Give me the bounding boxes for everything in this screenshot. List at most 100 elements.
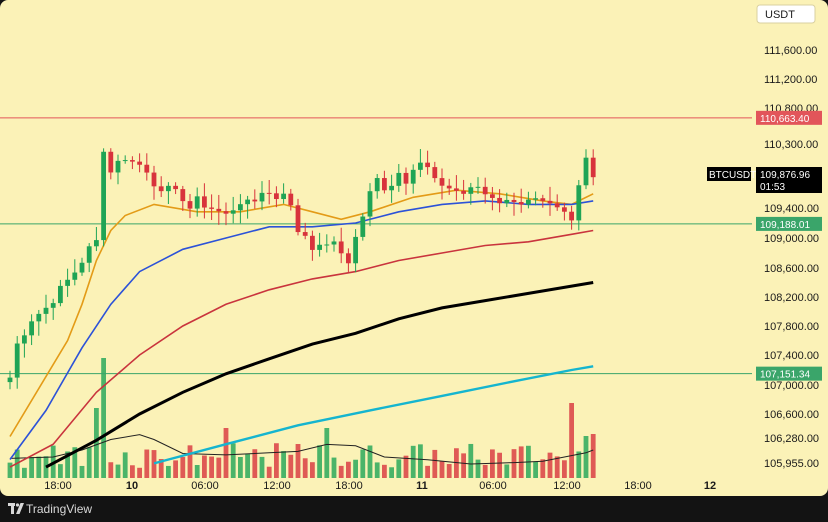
candle-body [353, 236, 358, 264]
volume-bar [511, 449, 517, 478]
candle-body [223, 211, 229, 214]
volume-bar [173, 460, 178, 478]
volume-bar [317, 445, 322, 478]
price-tick-label: 109,000.00 [764, 233, 819, 245]
price-axis[interactable]: 111,600.00111,200.00110,800.00110,300.00… [764, 45, 819, 470]
volume-bar [295, 444, 301, 478]
volume-bar [252, 449, 258, 478]
volume-bar [216, 457, 222, 478]
ma-line [9, 229, 594, 468]
price-chart[interactable]: 111,600.00111,200.00110,800.00110,300.00… [0, 0, 828, 496]
candle-body [374, 178, 380, 192]
candle-body [490, 194, 495, 198]
time-tick-label: 11 [416, 480, 428, 492]
candle-body [202, 196, 207, 208]
candle-body [518, 202, 524, 205]
volume-bar [468, 443, 474, 478]
candle-body [259, 192, 265, 202]
candle-body [389, 185, 394, 191]
level-tag-label: 107,151.34 [760, 370, 810, 381]
candle-body [562, 207, 567, 212]
candle-body [266, 192, 272, 194]
volume-bar [497, 452, 502, 478]
candle-body [43, 307, 49, 314]
level-tag [756, 366, 822, 381]
candle-body [86, 246, 92, 263]
volume-bar [259, 456, 265, 478]
candle-body [209, 207, 214, 209]
time-tick-label: 12 [704, 480, 716, 492]
volume-bar [562, 460, 567, 478]
candle-body [238, 204, 243, 211]
candle-body [122, 160, 128, 162]
volume-bar [187, 445, 193, 478]
volume-bar [58, 464, 63, 478]
candle-body [216, 208, 222, 212]
volume-bar [101, 358, 106, 478]
price-tick-label: 106,600.00 [764, 409, 819, 421]
volume-bar [86, 447, 92, 478]
currency-button[interactable]: USDT [756, 4, 816, 24]
volume-bar [302, 458, 308, 478]
volume-bar [324, 428, 330, 478]
volume-bar [353, 459, 358, 478]
candle-body [497, 197, 502, 204]
candle-body [36, 313, 42, 322]
volume-bar [504, 464, 510, 478]
time-tick-label: 12:00 [263, 480, 291, 492]
candle-body [418, 162, 423, 170]
volume-bar [374, 462, 380, 478]
volume-bar [576, 451, 582, 478]
level-tag [756, 110, 822, 125]
price-tags: 110,663.40 109,188.01 107,151.34 BTCUSDT 109… [707, 110, 822, 381]
volume-bar [382, 464, 387, 478]
time-axis[interactable]: 18:00 10 06:00 12:00 18:00 11 06:00 12:00 18:00 1… [44, 480, 716, 492]
candle-body [526, 199, 531, 205]
candle-body [554, 203, 560, 208]
ma-line [153, 365, 594, 465]
volume-bar [209, 456, 214, 478]
candle-body [194, 196, 200, 209]
volume-bar [360, 449, 366, 478]
candle-body [576, 185, 582, 221]
candle-body [403, 172, 409, 184]
volume-bar [338, 465, 344, 478]
candle-body [468, 187, 474, 194]
volume-bar [115, 464, 121, 478]
last-price-tag [756, 167, 822, 193]
volume-bar [461, 453, 466, 478]
time-tick-label: 18:00 [624, 480, 652, 492]
volume-bar [425, 465, 430, 478]
volume-bar [475, 459, 481, 478]
volume-bar [310, 462, 315, 478]
candle-body [173, 185, 178, 190]
volume-bar [266, 466, 272, 478]
candle-body [14, 343, 20, 378]
candle-body [324, 244, 330, 246]
price-tick-label: 111,200.00 [764, 74, 817, 86]
volume-bar [281, 451, 286, 478]
candle-body [475, 186, 481, 188]
candle-body [65, 279, 70, 286]
volume-bar [482, 464, 488, 478]
tradingview-logo-icon[interactable] [8, 503, 24, 515]
candle-body [367, 191, 373, 217]
candle-body [180, 189, 186, 202]
footer-bar: TradingView [0, 496, 828, 522]
candle-body [274, 193, 279, 200]
candle-body [360, 216, 366, 237]
price-tick-label: 110,300.00 [764, 139, 818, 151]
candle-body [288, 193, 294, 206]
candle-body [482, 186, 488, 195]
candle-body [439, 178, 445, 186]
volume-bar [274, 443, 279, 478]
candle-body [446, 185, 452, 189]
candle-body [302, 232, 308, 236]
candle-body [511, 199, 517, 203]
candle-body [144, 164, 150, 173]
volume-bar [223, 428, 229, 478]
volume-bar [166, 465, 171, 478]
candle-body [50, 303, 56, 308]
candle-body [583, 157, 589, 186]
candle-body [101, 151, 106, 241]
